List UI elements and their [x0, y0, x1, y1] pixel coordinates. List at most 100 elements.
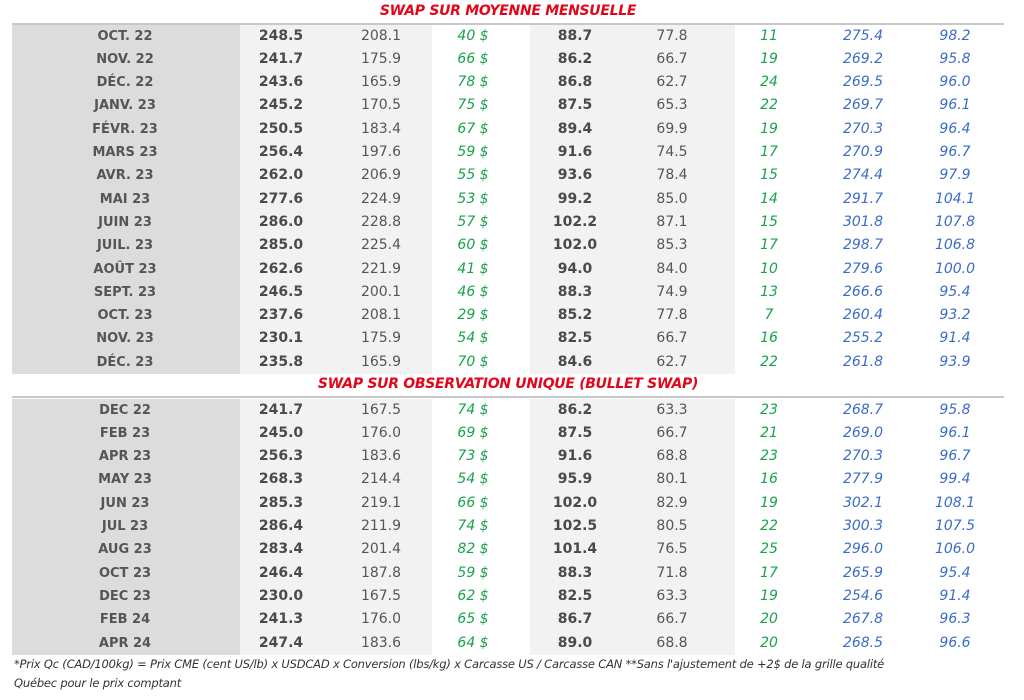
table-cell: 99.2: [557, 190, 593, 207]
row-label: APR 24: [98, 635, 152, 651]
table-cell: 66.7: [656, 611, 688, 628]
table-cell: 270.9: [842, 144, 884, 160]
table-cell: 268.7: [842, 401, 884, 418]
table-cell: 15: [760, 167, 778, 184]
table-cell: 106.8: [934, 237, 976, 254]
table-cell: 267.8: [842, 611, 884, 628]
row-label: DEC 22: [99, 402, 151, 418]
table-cell: 89.0: [557, 634, 593, 651]
table-cell: 63.3: [656, 587, 688, 604]
table-cell: 298.7: [842, 237, 884, 254]
table-cell: 255.2: [842, 330, 884, 347]
column-band: [530, 398, 735, 655]
row-label: JUIL. 23: [96, 238, 154, 254]
table-cell: 21: [760, 424, 778, 441]
table-cell: 20: [760, 634, 778, 651]
table-row: AOÛT 23 262.6 221.9 41 $ 94.0 84.0 10 279.6 100.…: [12, 258, 1004, 281]
table-cell: 167.5: [360, 587, 402, 604]
table-cell: 200.1: [360, 283, 402, 300]
table-cell: 17: [760, 564, 778, 581]
section-title: SWAP SUR OBSERVATION UNIQUE (BULLET SWAP…: [317, 376, 699, 392]
table-cell: 245.2: [258, 97, 304, 114]
table-cell: 22: [760, 97, 778, 114]
row-label: AUG 23: [98, 542, 152, 558]
table-cell: 269.2: [842, 50, 884, 67]
table-cell: 78.4: [656, 167, 688, 184]
table-cell: 54 $: [457, 330, 489, 347]
table-cell: 248.5: [258, 27, 304, 44]
footnote-line-1: *Prix Qc (CAD/100kg) = Prix CME (cent US…: [14, 657, 885, 671]
table-cell: 95.8: [939, 401, 971, 418]
table-cell: 274.4: [842, 167, 884, 184]
table-cell: 224.9: [360, 190, 402, 207]
table-cell: 235.8: [258, 353, 304, 370]
table-cell: 219.1: [360, 494, 402, 511]
table-cell: 296.0: [842, 541, 884, 558]
table-cell: 283.4: [258, 541, 304, 558]
table-cell: 86.7: [557, 611, 593, 628]
table-cell: 59 $: [457, 144, 489, 160]
table-cell: 88.7: [557, 27, 593, 44]
table-row: JUIN 23 286.0 228.8 57 $ 102.2 87.1 15 301.8 107…: [12, 211, 1004, 234]
table-cell: 70 $: [457, 353, 489, 370]
table-cell: 241.3: [258, 611, 304, 628]
table-cell: 82 $: [457, 541, 489, 558]
table-cell: 96.6: [939, 634, 971, 651]
table-cell: 69.9: [656, 120, 688, 137]
table-cell: 96.7: [939, 448, 971, 465]
table-cell: 102.5: [552, 518, 598, 534]
table-row: APR 23 256.3 183.6 73 $ 91.6 68.8 23 270.3 96.7: [12, 445, 1004, 468]
table-cell: 260.4: [842, 307, 884, 324]
table-cell: 241.7: [258, 50, 304, 67]
table-cell: 85.3: [656, 237, 688, 254]
table-cell: 62.7: [656, 353, 688, 370]
table-cell: 65.3: [656, 97, 688, 114]
table-cell: 270.3: [842, 448, 884, 465]
table-cell: 66.7: [656, 50, 688, 67]
table-cell: 19: [760, 494, 778, 511]
table-cell: 102.0: [552, 494, 598, 511]
table-row: DEC 23 230.0 167.5 62 $ 82.5 63.3 19 254.6 91.4: [12, 585, 1004, 608]
table-cell: 91.6: [557, 448, 593, 465]
table-cell: 96.1: [939, 97, 971, 114]
table-cell: 85.0: [656, 190, 688, 207]
table-cell: 268.5: [842, 634, 884, 651]
row-label: JUIN 23: [98, 214, 152, 230]
table-cell: 82.5: [557, 330, 593, 347]
column-band: [240, 24, 432, 374]
table-cell: 96.1: [939, 424, 971, 441]
table-cell: 104.1: [934, 190, 976, 207]
table-cell: 74.5: [656, 144, 688, 160]
table-cell: 197.6: [360, 144, 402, 160]
table-cell: 250.5: [258, 120, 304, 137]
table-cell: 40 $: [457, 27, 489, 44]
table-cell: 230.1: [258, 330, 304, 347]
table-row: FÉVR. 23 250.5 183.4 67 $ 89.4 69.9 19 270.3 96.…: [12, 118, 1004, 141]
table-cell: 221.9: [360, 260, 402, 277]
table-cell: 246.5: [258, 283, 304, 300]
table-cell: 74 $: [457, 401, 489, 418]
table-cell: 176.0: [360, 611, 402, 628]
table-cell: 7: [764, 307, 774, 324]
table-row: JUIL. 23 285.0 225.4 60 $ 102.0 85.3 17 298.7 10…: [12, 234, 1004, 257]
table-cell: 256.3: [258, 448, 304, 465]
table-row: APR 24 247.4 183.6 64 $ 89.0 68.8 20 268.5 96.6: [12, 632, 1004, 655]
table-cell: 262.0: [258, 167, 304, 184]
table-cell: 167.5: [360, 401, 402, 418]
row-label: MAI 23: [99, 191, 151, 207]
table-cell: 183.6: [360, 634, 402, 651]
table-cell: 24: [760, 74, 778, 91]
row-label: OCT. 22: [97, 28, 153, 44]
row-label: SEPT. 23: [93, 284, 157, 300]
table-cell: 247.4: [258, 634, 304, 651]
table-cell: 95.9: [557, 471, 593, 488]
row-label: OCT 23: [98, 565, 152, 581]
column-band: [530, 24, 735, 374]
table-cell: 302.1: [842, 494, 884, 511]
table-cell: 14: [760, 190, 778, 207]
table-cell: 74 $: [457, 518, 489, 534]
table-cell: 225.4: [360, 237, 402, 254]
table-cell: 11: [760, 27, 778, 44]
table-cell: 68.8: [656, 448, 688, 465]
row-label: DÉC. 23: [96, 354, 154, 370]
